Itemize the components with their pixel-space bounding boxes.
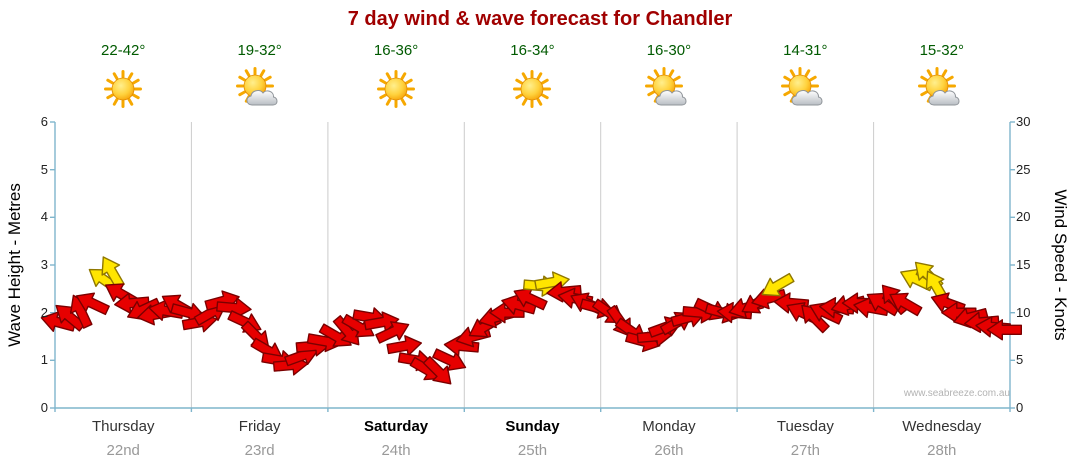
wind-arrow (386, 335, 423, 357)
right-axis-title: Wind Speed - Knots (1051, 189, 1070, 341)
wind-arrow (375, 321, 410, 344)
wind-arrow (986, 319, 1022, 341)
wind-arrow (889, 292, 923, 317)
wind-arrow (809, 302, 844, 325)
wind-arrow (443, 335, 480, 357)
wind-arrow (422, 355, 452, 385)
wind-arrow (761, 272, 795, 297)
wind-arrow (114, 292, 150, 314)
wind-arrow (101, 256, 125, 290)
wind-arrow (513, 287, 548, 311)
wind-arrow (216, 297, 252, 319)
page-title: 7 day wind & wave forecast for Chandler (347, 8, 733, 30)
watermark: www.seabreeze.com.au (903, 388, 1010, 399)
wind-arrow (75, 292, 110, 316)
wind-arrow (332, 315, 360, 346)
left-axis-title: Wave Height - Metres (5, 183, 24, 347)
